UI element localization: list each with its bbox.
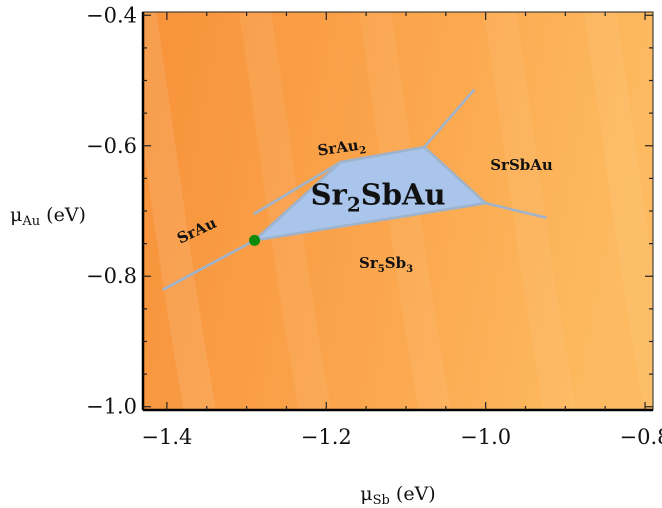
x-tick-label: −1.0	[460, 425, 511, 449]
phase-boundary-line	[253, 160, 342, 215]
x-tick-label: −0.8	[620, 425, 662, 449]
region-label: Sr2SbAu	[311, 177, 446, 216]
phase-boundary-line	[162, 239, 256, 291]
y-axis-label: μAu (eV)	[10, 204, 86, 229]
contour-band	[484, 12, 576, 410]
y-tick-label: −0.8	[86, 264, 137, 288]
x-tick-label: −1.4	[141, 425, 192, 449]
x-tick-label: −1.2	[301, 425, 352, 449]
phase-boundary-line	[339, 145, 426, 164]
phase-boundary-line	[253, 201, 487, 242]
phase-boundary-line	[422, 88, 476, 149]
phase-boundary-line	[253, 160, 342, 242]
y-tick-label: −0.4	[86, 3, 137, 27]
highlight-point	[249, 234, 261, 246]
phase-boundary-line	[422, 145, 487, 205]
y-tick-label: −1.0	[86, 395, 137, 419]
y-tick-label: −0.6	[86, 134, 137, 158]
region-label: Sr5Sb3	[359, 254, 413, 275]
region-label: SrAu2	[316, 135, 367, 163]
contour-band	[239, 12, 331, 410]
region-label: SrSbAu	[490, 156, 553, 174]
x-axis-label: μSb (eV)	[360, 483, 435, 508]
contour-band	[143, 12, 216, 410]
phase-boundary-line	[484, 201, 547, 219]
contour-band	[584, 12, 653, 410]
